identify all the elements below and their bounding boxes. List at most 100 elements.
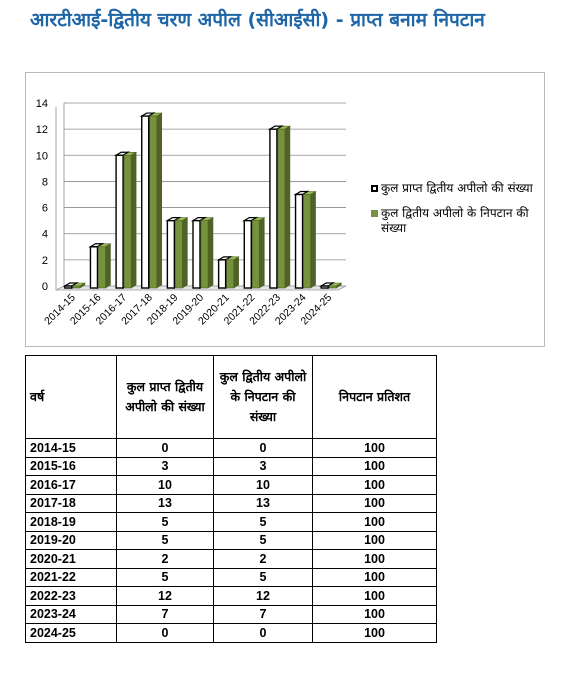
table-cell: 2019-20 (25, 530, 117, 550)
bar-side (258, 217, 265, 289)
bar-disposed (251, 220, 260, 289)
bar-disposed (72, 285, 81, 289)
bar-received (166, 219, 176, 289)
table-cell: 7 (213, 604, 313, 624)
table-cell: 100 (312, 604, 437, 624)
table-cell: 5 (116, 567, 214, 587)
legend-swatch-received (371, 185, 378, 192)
y-tick-label: 10 (36, 150, 48, 162)
table-cell: 100 (312, 623, 437, 643)
table-cell: 12 (213, 586, 313, 606)
bar-side (156, 112, 163, 289)
bar-disposed (98, 246, 106, 289)
table-cell: 5 (213, 567, 313, 587)
table-row: 2017-18 13 13 100 (25, 493, 437, 513)
table-cell: 2020-21 (25, 549, 117, 569)
header-received: कुल प्राप्त द्वितीय अपीलो की संख्या (116, 355, 214, 439)
bar-received (243, 219, 252, 289)
table-row: 2021-22 5 5 100 (25, 567, 437, 587)
table-cell: 2 (213, 549, 313, 569)
table-cell: 5 (116, 512, 214, 532)
table-row: 2024-25 0 0 100 (25, 623, 437, 643)
bar-received (64, 285, 73, 289)
legend-label-received: कुल प्राप्त द्वितीय अपीलो की संख्या (381, 181, 533, 195)
bar-received (217, 259, 227, 289)
table-cell: 2017-18 (25, 493, 117, 513)
table-cell: 2021-22 (25, 567, 117, 587)
table-cell: 0 (116, 438, 214, 458)
bar-side (105, 243, 111, 289)
chart-legend: कुल प्राप्त द्वितीय अपीलो की संख्या कुल … (371, 181, 541, 246)
table-row: 2022-23 12 12 100 (25, 586, 437, 606)
bar-disposed (226, 259, 234, 289)
bar-received (269, 128, 278, 289)
table-cell: 100 (312, 549, 437, 569)
table-row: 2016-17 10 10 100 (25, 475, 437, 495)
table-cell: 3 (116, 456, 214, 476)
legend-swatch-disposed (371, 210, 378, 217)
table-row: 2018-19 5 5 100 (25, 512, 437, 532)
bar-received (192, 219, 201, 289)
table-cell: 3 (213, 456, 313, 476)
y-tick-label: 8 (42, 176, 48, 188)
table-cell: 2024-25 (25, 623, 117, 643)
table-row: 2023-24 7 7 100 (25, 604, 437, 624)
table-cell: 2023-24 (25, 604, 117, 624)
table-cell: 2018-19 (25, 512, 117, 532)
legend-label-disposed: कुल द्वितीय अपीलो के निपटान की संख्या (381, 206, 529, 235)
bar-side (182, 217, 188, 289)
bar-side (130, 151, 137, 289)
bar-side (233, 256, 239, 289)
header-percent: निपटान प्रतिशत (312, 355, 437, 439)
page-title: आरटीआई-द्वितीय चरण अपील (सीआईसी) - प्राप… (30, 9, 485, 31)
header-disposed: कुल द्वितीय अपीलो के निपटान की संख्या (213, 355, 313, 439)
bar-received (320, 285, 329, 289)
chart-panel: 0 2 4 6 8 10 12 14 2014-15 2015-16 2016-17 2017-18 2… (25, 72, 545, 347)
table-cell: 0 (116, 623, 214, 643)
table-cell: 2015-16 (25, 456, 117, 476)
bar-disposed (175, 220, 183, 289)
table-cell: 2016-17 (25, 475, 117, 495)
bar-side (284, 125, 291, 289)
table-cell: 5 (213, 530, 313, 550)
table-cell: 2 (116, 549, 214, 569)
bar-disposed (200, 220, 209, 289)
bar-disposed (303, 194, 311, 289)
table-cell: 2022-23 (25, 586, 117, 606)
table-row: 2014-15 0 0 100 (25, 438, 437, 458)
bar-received (294, 193, 304, 289)
table-cell: 10 (213, 475, 313, 495)
table-cell: 7 (116, 604, 214, 624)
bar-disposed (123, 154, 132, 289)
table-row: 2020-21 2 2 100 (25, 549, 437, 569)
table-cell: 100 (312, 567, 437, 587)
table-cell: 0 (213, 438, 313, 458)
table-cell: 10 (116, 475, 214, 495)
table-cell: 100 (312, 438, 437, 458)
bar-side (207, 217, 214, 289)
table-cell: 100 (312, 475, 437, 495)
bar-received (115, 154, 124, 289)
table-cell: 12 (116, 586, 214, 606)
y-tick-label: 14 (36, 98, 48, 110)
y-tick-label: 2 (42, 255, 48, 267)
table-cell: 13 (116, 493, 214, 513)
bar-disposed (277, 128, 286, 289)
table-row: 2015-16 3 3 100 (25, 456, 437, 476)
y-tick-label: 12 (36, 124, 48, 136)
bar-received (89, 246, 99, 289)
y-tick-label: 4 (42, 229, 48, 241)
header-year: वर्ष (25, 355, 117, 439)
table-cell: 0 (213, 623, 313, 643)
table-header-row: वर्ष कुल प्राप्त द्वितीय अपीलो की संख्या… (25, 355, 437, 439)
data-table: वर्ष कुल प्राप्त द्वितीय अपीलो की संख्या… (25, 355, 437, 643)
table-cell: 100 (312, 586, 437, 606)
y-tick-label: 0 (42, 281, 48, 293)
table-cell: 100 (312, 456, 437, 476)
table-cell: 5 (116, 530, 214, 550)
bar-disposed (149, 115, 158, 289)
table-cell: 100 (312, 493, 437, 513)
legend-item-disposed: कुल द्वितीय अपीलो के निपटान की संख्या (371, 206, 541, 236)
table-cell: 100 (312, 530, 437, 550)
table-cell: 2014-15 (25, 438, 117, 458)
